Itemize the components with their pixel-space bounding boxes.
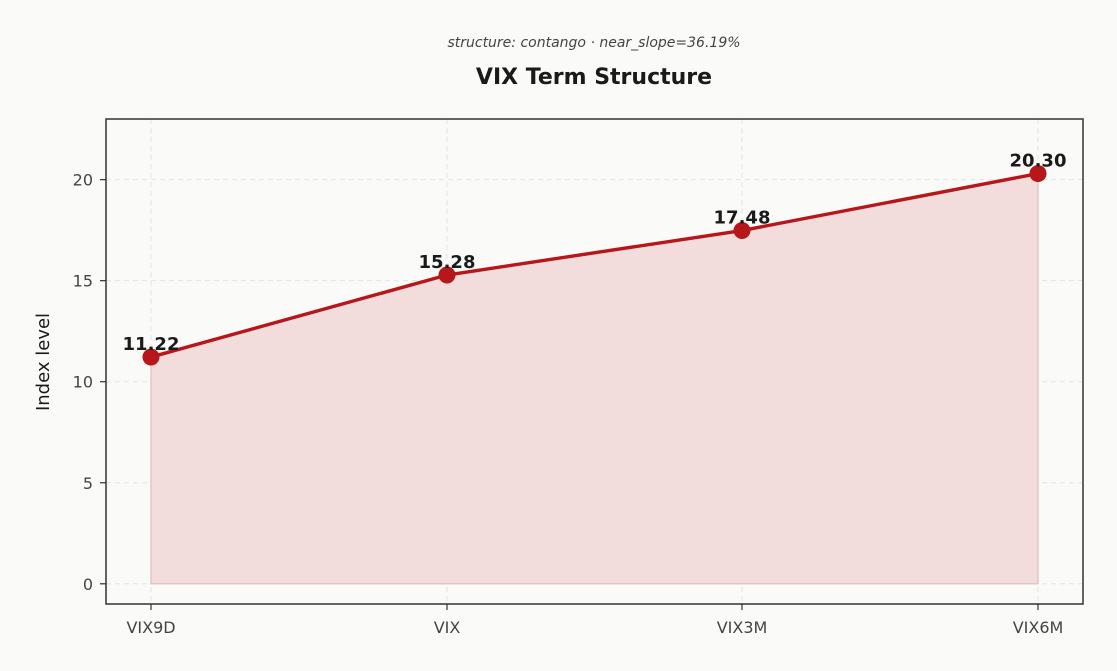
data-point [438,266,456,284]
data-point [1029,165,1047,183]
marker-layer [142,165,1047,366]
plot-frame [105,118,1084,605]
data-label: 20.30 [1010,151,1067,172]
series-line [150,171,1039,359]
y-tick-label: 20 [73,171,93,190]
data-point [733,222,751,240]
y-tick-label: 15 [73,272,93,291]
y-tick-label: 0 [83,575,93,594]
y-axis-label: Index level [33,313,54,411]
x-tick-label: VIX [434,618,461,637]
axes: 0 5 10 15 20 VIX9D VIX VIX3M VIX6M [73,171,1064,637]
data-label-layer: 11.22 15.28 17.48 20.30 [123,151,1067,355]
x-tick-label: VIX3M [717,618,768,637]
area-layer [150,172,1039,585]
y-tick-label: 5 [83,474,93,493]
data-label: 11.22 [123,334,180,355]
series-area [150,172,1039,585]
line-layer [150,171,1039,359]
x-tick-label: VIX6M [1013,618,1064,637]
chart-subtitle: structure: contango · near_slope=36.19% [447,35,740,51]
x-tick-label: VIX9D [126,618,175,637]
chart-title: VIX Term Structure [476,65,712,90]
data-point [142,348,160,366]
data-label: 17.48 [714,208,771,229]
data-label: 15.28 [419,252,476,273]
y-tick-label: 10 [73,373,93,392]
